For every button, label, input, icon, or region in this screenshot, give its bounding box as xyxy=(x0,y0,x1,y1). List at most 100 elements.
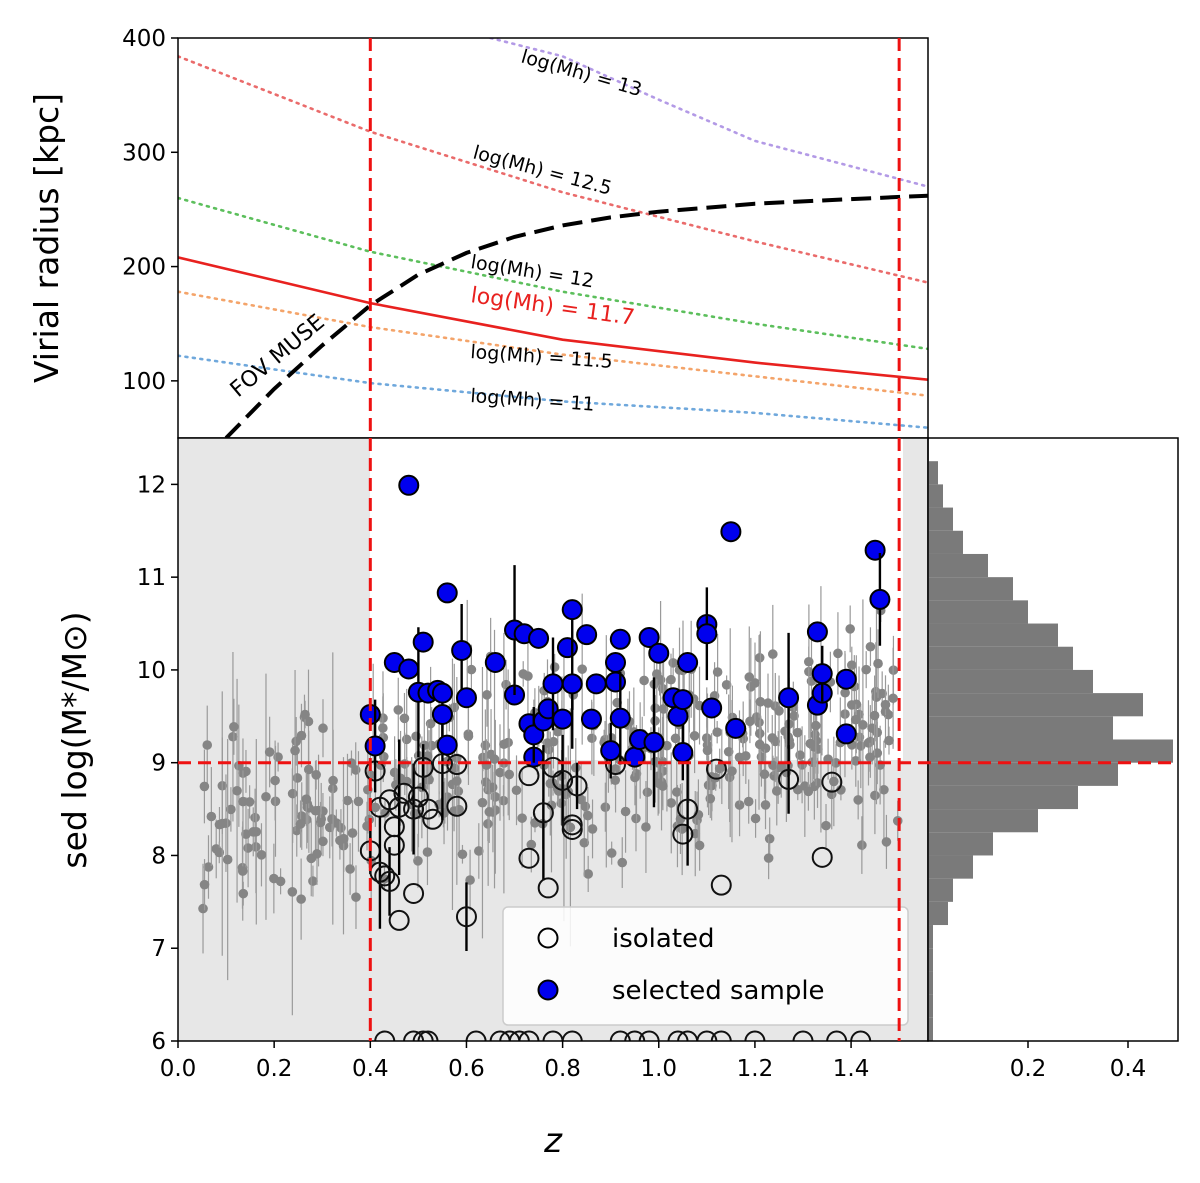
selected-point xyxy=(398,474,420,496)
histogram-bar xyxy=(928,925,933,949)
histogram-bar xyxy=(928,600,1028,624)
selected-point xyxy=(412,631,434,653)
isolated-point xyxy=(446,795,468,817)
background-point xyxy=(768,649,778,659)
background-point xyxy=(291,736,302,747)
isolated-point xyxy=(672,823,694,845)
background-point xyxy=(264,747,275,757)
curve-log-m-h-13 xyxy=(489,38,928,188)
bottom-y-tick-label: 12 xyxy=(137,472,166,498)
selected-point xyxy=(436,582,458,604)
background-point xyxy=(723,746,734,757)
background-point xyxy=(241,829,251,839)
selected-point xyxy=(864,539,886,561)
label-mh13: log(Mh) = 13 xyxy=(519,46,645,101)
isolated-point xyxy=(417,1030,439,1041)
isolated-point xyxy=(677,798,699,820)
background-point xyxy=(853,795,863,805)
background-point xyxy=(295,819,306,829)
bottom-x-ticks: 0.0 0.2 0.4 0.6 0.8 1.0 1.2 1.4 xyxy=(160,1041,870,1082)
background-point xyxy=(610,764,621,774)
background-point xyxy=(300,709,310,720)
label-fov-muse: FOV MUSE xyxy=(226,310,330,403)
background-point xyxy=(503,737,513,748)
background-point xyxy=(771,786,782,796)
isolated-point xyxy=(518,1030,540,1041)
bottom-x-tick-label: 1.4 xyxy=(833,1056,870,1082)
background-point xyxy=(296,811,307,821)
background-point xyxy=(845,624,855,634)
background-point xyxy=(290,745,300,756)
isolated-point xyxy=(677,1030,699,1041)
selected-point xyxy=(600,740,622,762)
background-point xyxy=(347,828,358,838)
histogram-bar xyxy=(928,1017,933,1041)
background-point xyxy=(489,754,500,764)
background-point xyxy=(662,740,672,751)
background-point xyxy=(517,813,527,823)
background-point xyxy=(308,876,318,886)
histogram-bar xyxy=(928,461,938,485)
top-axes-frame xyxy=(177,37,929,439)
background-point xyxy=(301,794,312,804)
background-point xyxy=(261,791,271,802)
background-point xyxy=(484,807,495,817)
background-point xyxy=(199,879,210,890)
bottom-x-tick-label: 1.0 xyxy=(640,1056,677,1082)
background-point xyxy=(214,819,225,830)
background-point xyxy=(465,875,475,885)
selected-point xyxy=(806,621,828,643)
legend: isolated selected sample xyxy=(502,906,909,1026)
background-point xyxy=(795,750,805,760)
background-point xyxy=(292,773,303,783)
background-point xyxy=(879,784,889,795)
isolated-point xyxy=(710,874,732,896)
background-point xyxy=(338,833,349,844)
background-point xyxy=(821,820,831,831)
background-point xyxy=(237,866,248,876)
background-point xyxy=(378,723,388,733)
histogram-bar xyxy=(928,832,993,856)
background-point xyxy=(743,796,754,807)
selected-point xyxy=(648,642,670,664)
selected-point xyxy=(364,735,386,757)
selected-point xyxy=(869,588,891,610)
bottom-panel: 0.0 0.2 0.4 0.6 0.8 1.0 1.2 1.4 6 7 8 9 10 11 12 z se… xyxy=(55,437,929,1161)
selected-point xyxy=(451,639,473,661)
background-point xyxy=(617,857,628,868)
selected-point xyxy=(720,521,742,543)
background-point xyxy=(296,894,306,904)
background-point xyxy=(206,811,217,822)
curve-fov-muse xyxy=(224,193,928,438)
background-point xyxy=(393,705,404,715)
top-y-tick-label: 300 xyxy=(122,140,166,166)
isolated-point xyxy=(552,769,574,791)
histogram-bar xyxy=(928,785,1078,810)
background-point xyxy=(767,733,778,743)
background-point xyxy=(873,658,883,669)
background-point xyxy=(642,787,653,798)
selected-point xyxy=(609,628,631,650)
background-point xyxy=(858,720,868,730)
background-point xyxy=(666,798,677,808)
background-point xyxy=(401,734,412,745)
background-point xyxy=(671,787,682,797)
bottom-y-ticks: 6 7 8 9 10 11 12 xyxy=(137,472,178,1055)
background-point xyxy=(477,797,488,808)
bottom-y-tick-label: 9 xyxy=(151,751,166,777)
bottom-x-axis-label: z xyxy=(543,1121,563,1161)
selected-point xyxy=(778,687,800,709)
label-mh11-5: log(Mh) = 11.5 xyxy=(470,341,614,373)
background-point xyxy=(764,833,775,844)
bottom-y-tick-label: 11 xyxy=(137,565,166,591)
histogram-bar xyxy=(928,901,948,926)
background-point xyxy=(872,748,883,758)
background-point xyxy=(587,824,598,834)
background-point xyxy=(198,903,208,914)
histogram-bar xyxy=(928,484,943,508)
background-point xyxy=(552,726,563,737)
background-point xyxy=(702,745,713,756)
background-point xyxy=(453,786,464,797)
background-point xyxy=(869,710,880,721)
top-y-tick-label: 200 xyxy=(122,255,166,281)
